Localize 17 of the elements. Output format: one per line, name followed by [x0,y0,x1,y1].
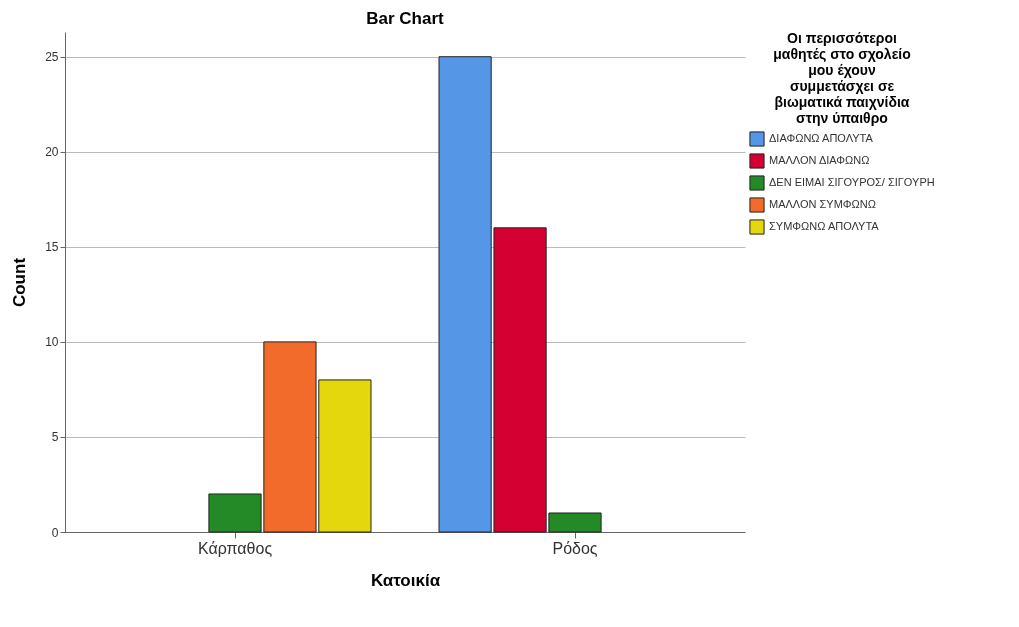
x-axis-title: Κατοικία [370,570,441,590]
chart-title: Bar Chart [366,9,445,28]
legend-title: Οι περισσότεροι μαθητές στο σχολείο μου έχουν συμμετάσχει σε βιωματικά παιχνίδια στην ύπαιθρο [773,30,911,126]
legend-label: ΔΙΑΦΩΝΩ ΑΠΟΛΥΤΑ [769,132,874,144]
legend-label: ΣΥΜΦΩΝΩ ΑΠΟΛΥΤΑ [769,220,880,232]
y-tick-label: 25 [45,50,59,65]
y-tick-label: 5 [51,430,59,445]
y-tick-label: 20 [45,145,59,160]
y-axis-title: Count [10,257,30,308]
x-tick-label: Κάρπαθος [197,539,273,557]
legend-label: ΜΑΛΛΟΝ ΣΥΜΦΩΝΩ [769,198,876,210]
legend-label: ΔΕΝ ΕΙΜΑΙ ΣΙΓΟΥΡΟΣ/ ΣΙΓΟΥΡΗ [769,176,935,188]
x-tick-label: Ρόδος [552,539,598,557]
y-tick-label: 10 [45,335,59,350]
legend-label: ΜΑΛΛΟΝ ΔΙΑΦΩΝΩ [769,154,870,166]
y-tick-label: 0 [51,525,59,540]
y-tick-label: 15 [45,240,59,255]
